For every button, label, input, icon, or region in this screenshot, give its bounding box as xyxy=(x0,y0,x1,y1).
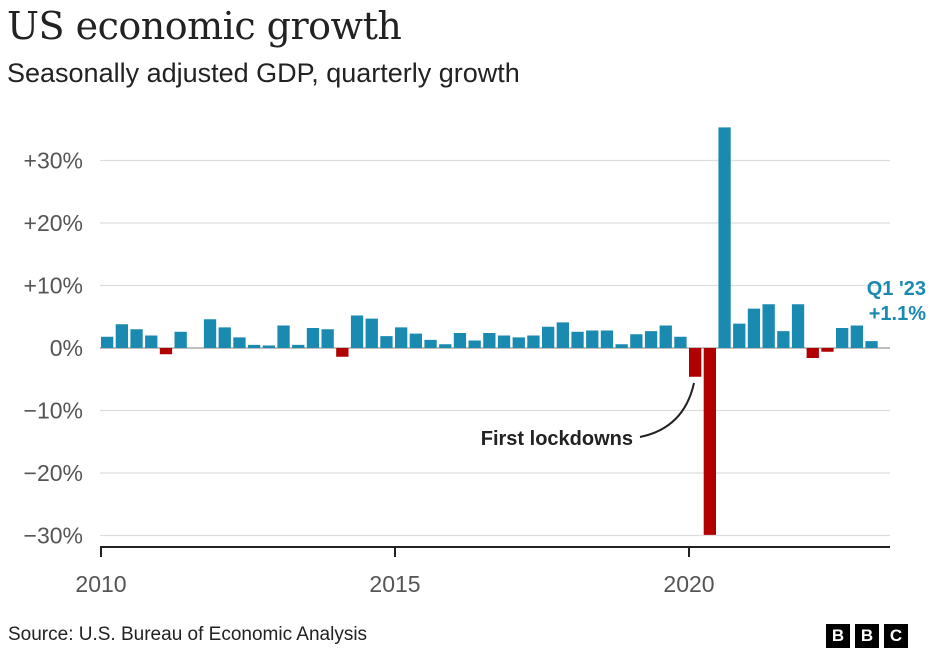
q1-23-label: Q1 '23 xyxy=(867,278,926,300)
bars xyxy=(101,127,878,535)
bar-2018-q3 xyxy=(600,330,614,348)
chart-subtitle: Seasonally adjusted GDP, quarterly growt… xyxy=(7,58,520,88)
bbc-logo-letter-c: C xyxy=(884,624,908,648)
bar-2016-q2 xyxy=(468,340,481,348)
bar-2022-q2 xyxy=(821,348,834,352)
bar-2018-q2 xyxy=(586,330,599,348)
bar-2011-q4 xyxy=(203,319,217,348)
y-tick-label: +30% xyxy=(24,148,83,174)
bar-2019-q1 xyxy=(630,334,643,348)
bar-2019-q4 xyxy=(674,336,687,348)
bar-2015-q1 xyxy=(395,327,408,348)
bar-2018-q1 xyxy=(571,331,584,348)
bar-2014-q3 xyxy=(365,318,378,348)
bar-2012-q2 xyxy=(233,337,246,348)
bar-2012-q3 xyxy=(248,344,261,348)
bar-2017-q3 xyxy=(542,326,555,348)
bar-2014-q2 xyxy=(350,315,364,348)
bbc-logo: B B C xyxy=(826,624,908,648)
bar-2020-q4 xyxy=(733,323,746,348)
bar-2015-q3 xyxy=(424,339,437,348)
bar-2012-q1 xyxy=(218,327,231,348)
bar-chart: +30%+20%+10%0%−10%−20%−30% 2010 2015 2020 … xyxy=(24,127,926,597)
bar-2010-q2 xyxy=(115,324,128,348)
bar-2017-q4 xyxy=(556,322,569,348)
source-note: Source: U.S. Bureau of Economic Analysis xyxy=(8,624,368,645)
bar-2014-q1 xyxy=(336,348,349,357)
bar-2014-q4 xyxy=(380,336,393,348)
first-lockdowns-leader-line xyxy=(639,382,695,438)
bar-2017-q1 xyxy=(512,337,525,348)
bar-2012-q4 xyxy=(262,345,275,348)
y-axis-labels: +30% +20% +10% 0% −10% −20% −30% xyxy=(24,148,83,549)
y-tick-label: 0% xyxy=(50,335,83,361)
bar-2016-q3 xyxy=(483,333,496,348)
bar-2021-q1 xyxy=(747,308,761,348)
bar-2022-q4 xyxy=(850,325,863,348)
x-tick-label: 2010 xyxy=(75,571,126,597)
bar-2017-q2 xyxy=(527,335,540,348)
bar-2010-q3 xyxy=(130,329,143,348)
y-tick-label: −20% xyxy=(24,460,83,486)
bar-2016-q1 xyxy=(453,333,467,348)
bar-2010-q1 xyxy=(101,336,114,348)
bar-2021-q4 xyxy=(791,304,805,348)
x-tick-label: 2015 xyxy=(369,571,420,597)
bar-2019-q2 xyxy=(644,331,658,348)
bar-2023-q1 xyxy=(865,341,878,348)
bar-2015-q4 xyxy=(439,344,452,348)
bar-2010-q4 xyxy=(145,335,158,348)
x-axis: 2010 2015 2020 xyxy=(75,546,890,597)
bar-2015-q2 xyxy=(409,333,422,348)
bar-2020-q2 xyxy=(703,348,716,535)
annotations: First lockdowns Q1 '23 +1.1% xyxy=(481,278,926,450)
bar-2011-q1 xyxy=(159,348,173,355)
bar-2013-q3 xyxy=(306,328,320,348)
bbc-logo-letter-b1: B xyxy=(826,624,850,648)
bar-2011-q2 xyxy=(174,331,187,348)
bar-2021-q2 xyxy=(762,304,775,348)
bar-2013-q2 xyxy=(292,344,305,348)
y-tick-label: −30% xyxy=(24,523,83,549)
bar-2020-q1 xyxy=(689,348,702,377)
bar-2019-q3 xyxy=(659,325,672,348)
y-tick-label: +10% xyxy=(24,273,83,299)
bar-2013-q4 xyxy=(321,329,334,348)
bar-2021-q3 xyxy=(777,331,790,348)
first-lockdowns-label: First lockdowns xyxy=(481,428,633,450)
x-tick-label: 2020 xyxy=(663,571,714,597)
bar-2016-q4 xyxy=(497,335,511,348)
y-tick-label: +20% xyxy=(24,210,83,236)
bar-2022-q1 xyxy=(806,348,819,358)
bbc-logo-letter-b2: B xyxy=(855,624,879,648)
chart-title: US economic growth xyxy=(7,4,402,48)
bar-2022-q3 xyxy=(836,328,849,348)
bar-2013-q1 xyxy=(277,325,290,348)
q1-23-value: +1.1% xyxy=(869,303,926,325)
bar-2018-q4 xyxy=(615,344,628,348)
y-tick-label: −10% xyxy=(24,398,83,424)
bar-2020-q3 xyxy=(718,127,731,348)
